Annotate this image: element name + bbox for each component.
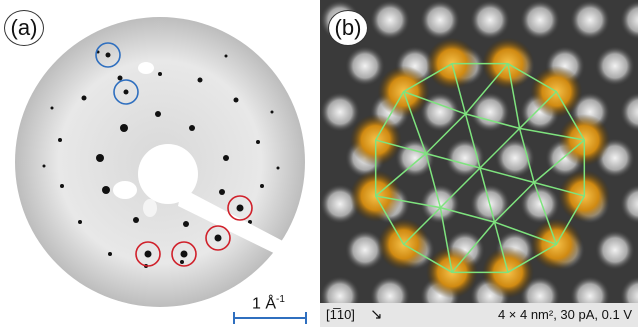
crystal-direction-label: [1̅10] [326,307,355,322]
tiling-edge [425,152,481,169]
tiling-edge [375,152,427,197]
tiling-edge [493,181,535,223]
tiling-edge [479,167,496,223]
tiling-edge [479,127,521,169]
panel-label-a: (a) [4,10,44,46]
tiling-edge [403,207,441,245]
stm-image [320,0,638,316]
grey-atom [620,184,638,224]
grey-atom [620,0,638,40]
tiling-edge [440,206,495,223]
diffraction-spots [42,50,280,268]
grey-atom [495,138,535,178]
tiling-edge [375,139,427,155]
panel-b-stm-image: (b) [1̅10] ↘ 4 × 4 nm², 30 pA, 0.1 V [320,0,638,327]
direction-arrow-icon: ↘ [370,306,383,323]
tiling-edge [518,128,535,183]
tiling-edge [403,90,466,115]
tiling-edge [465,113,520,130]
tiling-edge [439,167,481,209]
red-circle-marker [135,241,161,267]
grey-atom [595,230,635,270]
tiling-edge [519,127,585,141]
bright-blob [113,181,137,199]
tiling-edge [439,207,453,273]
tiling-edge [451,63,467,115]
panel-a-leed-pattern: (a) 1 Å-1 [0,0,320,327]
grey-atom [320,92,360,132]
scale-bar-label: 1 Å-1 [252,294,285,313]
tiling-edge [533,181,585,197]
tiling-edge [464,63,509,115]
grey-atom [595,46,635,86]
grey-atom [520,184,560,224]
stm-caption-bar: [1̅10] ↘ 4 × 4 nm², 30 pA, 0.1 V [320,303,638,327]
red-circle-marker [227,195,253,221]
tiling-edge [507,63,521,129]
grey-atom [520,0,560,40]
blue-circle-marker [95,42,121,68]
red-circle-marker [171,241,197,267]
tiling-edge [479,167,535,184]
tiling-edge [494,221,557,246]
red-circle-marker [205,225,231,251]
grey-atom [570,0,610,40]
tiling-edge [375,195,441,209]
panel-label-b: (b) [328,10,368,46]
grey-atom [445,138,485,178]
tiling-edge [493,221,509,273]
grey-atom [420,0,460,40]
tiling-edge [425,153,442,208]
grey-atom [470,92,510,132]
scale-bar [233,312,307,324]
leed-pattern-image [15,17,307,324]
tiling-edge [425,113,467,155]
tiling-edge [464,113,481,169]
grey-atom [620,92,638,132]
tiling-edge [402,91,427,154]
grey-atom [370,0,410,40]
electron-gun-shadow [178,188,300,262]
tiling-edge [533,139,585,184]
grey-atom [470,0,510,40]
tiling-edge [533,182,558,245]
grey-atom [345,230,385,270]
tiling-edge [519,91,557,129]
dodecagonal-tiling-overlay [374,62,586,274]
scan-parameters: 4 × 4 nm², 30 pA, 0.1 V [497,307,632,322]
grey-atom [345,46,385,86]
tiling-edge [451,221,496,273]
grey-atom [420,92,460,132]
bright-blob [138,62,154,74]
bright-blob [143,199,157,217]
blue-circle-marker [113,79,139,105]
